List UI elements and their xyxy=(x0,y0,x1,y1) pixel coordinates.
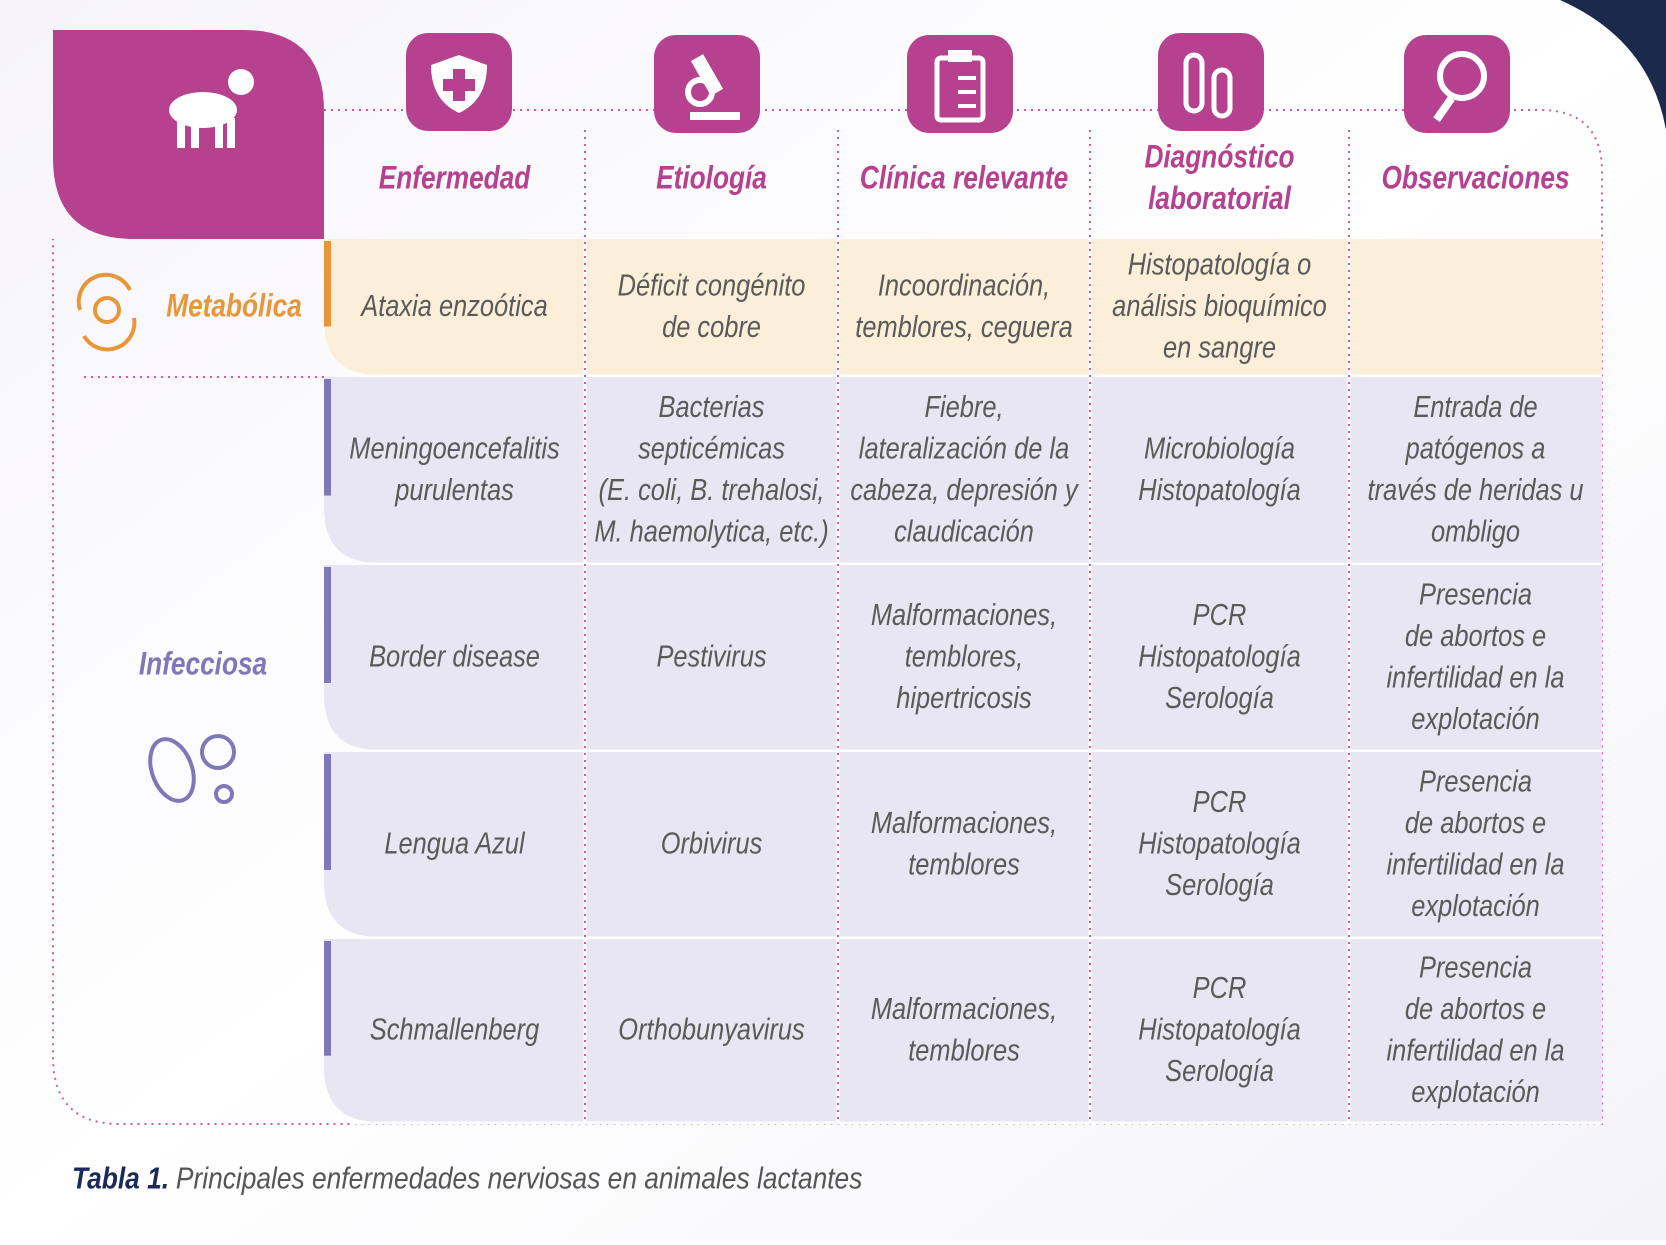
cell-text: Orthobunyavirus xyxy=(618,1012,804,1047)
cell-text: Histopatología o xyxy=(1128,247,1312,282)
cell-text: Bacterias xyxy=(659,390,765,425)
header-block xyxy=(53,30,324,239)
cell-text: análisis bioquímico xyxy=(1112,289,1327,324)
cell-text: infertilidad en la xyxy=(1387,847,1565,882)
cell-text: de abortos e xyxy=(1405,992,1546,1027)
cell-text: Déficit congénito xyxy=(618,268,806,303)
cell-text: explotación xyxy=(1411,889,1540,924)
cell-text: Histopatología xyxy=(1138,639,1300,674)
cell-text: temblores xyxy=(908,847,1020,882)
cell-text: Histopatología xyxy=(1138,473,1300,508)
cell-text: Incoordinación, xyxy=(878,268,1050,303)
caption: Tabla 1. Principales enfermedades nervios… xyxy=(72,1161,862,1195)
cell-text: Serología xyxy=(1165,868,1274,903)
row-background xyxy=(324,377,1602,563)
row-accent xyxy=(324,941,331,1056)
cell-text: lateralización de la xyxy=(859,431,1069,466)
cell-text: Presencia xyxy=(1419,577,1532,612)
corner-decoration xyxy=(1560,0,1666,130)
row-accent xyxy=(324,241,331,327)
caption-label: Tabla 1. xyxy=(72,1161,169,1195)
column-header: Diagnóstico xyxy=(1144,140,1294,175)
cell-text: PCR xyxy=(1193,598,1247,633)
cell-text: PCR xyxy=(1193,971,1247,1006)
cell-text: cabeza, depresión y xyxy=(850,473,1079,508)
cell-text: purulentas xyxy=(394,473,514,508)
cell-text: Lengua Azul xyxy=(384,826,525,861)
column-header: Clínica relevante xyxy=(860,161,1068,196)
cell-text: Malformaciones, xyxy=(871,806,1057,841)
group-label: Infecciosa xyxy=(139,647,267,682)
header-icon-glyphs xyxy=(431,50,1487,123)
cell-text: Ataxia enzoótica xyxy=(360,289,548,324)
cell-text: temblores, xyxy=(905,639,1024,674)
infectious-icon xyxy=(148,734,236,804)
cell-text: explotación xyxy=(1411,702,1540,737)
column-header: laboratorial xyxy=(1148,182,1292,217)
cell-text: Pestivirus xyxy=(656,639,766,674)
cell-text: infertilidad en la xyxy=(1387,660,1565,695)
cell-text: Histopatología xyxy=(1138,1012,1300,1047)
cell-text: (E. coli, B. trehalosi, xyxy=(599,473,825,508)
cell-text: Serología xyxy=(1165,1054,1274,1089)
table-body xyxy=(324,239,1602,1125)
row-accent xyxy=(324,754,331,870)
column-header: Enfermedad xyxy=(379,161,532,196)
row-accent xyxy=(324,379,331,496)
cell-text: Histopatología xyxy=(1138,826,1300,861)
cell-text: PCR xyxy=(1193,785,1247,820)
row-background xyxy=(324,239,1602,375)
column-header: Naturaleza xyxy=(122,161,255,196)
cell-text: de cobre xyxy=(662,310,761,345)
cell-text: ombligo xyxy=(1431,514,1520,549)
row-background xyxy=(324,565,1602,750)
cell-text: Schmallenberg xyxy=(370,1012,540,1047)
cell-text: de abortos e xyxy=(1405,619,1546,654)
cell-text: claudicación xyxy=(894,514,1034,549)
cell-text: Entrada de xyxy=(1413,390,1537,425)
cell-text: en sangre xyxy=(1163,330,1276,365)
cell-text: Malformaciones, xyxy=(871,992,1057,1027)
group-label: Metabólica xyxy=(166,289,302,324)
cell-text: Malformaciones, xyxy=(871,598,1057,633)
cell-text: M. haemolytica, etc.) xyxy=(594,514,828,549)
cell-text: explotación xyxy=(1411,1075,1540,1110)
cell-text: Orbivirus xyxy=(661,826,763,861)
cell-text: temblores xyxy=(908,1033,1020,1068)
cell-text: través de heridas u xyxy=(1367,473,1583,508)
caption-text: Principales enfermedades nerviosas en an… xyxy=(176,1161,862,1195)
cell-text: temblores, ceguera xyxy=(855,310,1072,345)
cell-text: Presencia xyxy=(1419,764,1532,799)
cell-text: patógenos a xyxy=(1405,431,1546,466)
lamb-icon xyxy=(169,69,254,148)
row-accent xyxy=(324,567,331,683)
cell-text: Serología xyxy=(1165,681,1274,716)
cell-text: Microbiología xyxy=(1144,431,1295,466)
cell-text: Fiebre, xyxy=(924,390,1003,425)
metabolic-icon xyxy=(76,272,137,352)
row-background xyxy=(324,752,1602,937)
cell-text: Border disease xyxy=(369,639,540,674)
cell-text: hipertricosis xyxy=(896,681,1032,716)
cell-text: Presencia xyxy=(1419,950,1532,985)
cell-text: Meningoencefalitis xyxy=(349,431,559,466)
header-icons xyxy=(406,33,1510,133)
cell-text: infertilidad en la xyxy=(1387,1033,1565,1068)
column-header: Observaciones xyxy=(1381,161,1569,196)
cell-text: septicémicas xyxy=(638,431,785,466)
row-background xyxy=(324,939,1602,1122)
cell-text: de abortos e xyxy=(1405,806,1546,841)
column-header: Etiología xyxy=(656,161,767,196)
